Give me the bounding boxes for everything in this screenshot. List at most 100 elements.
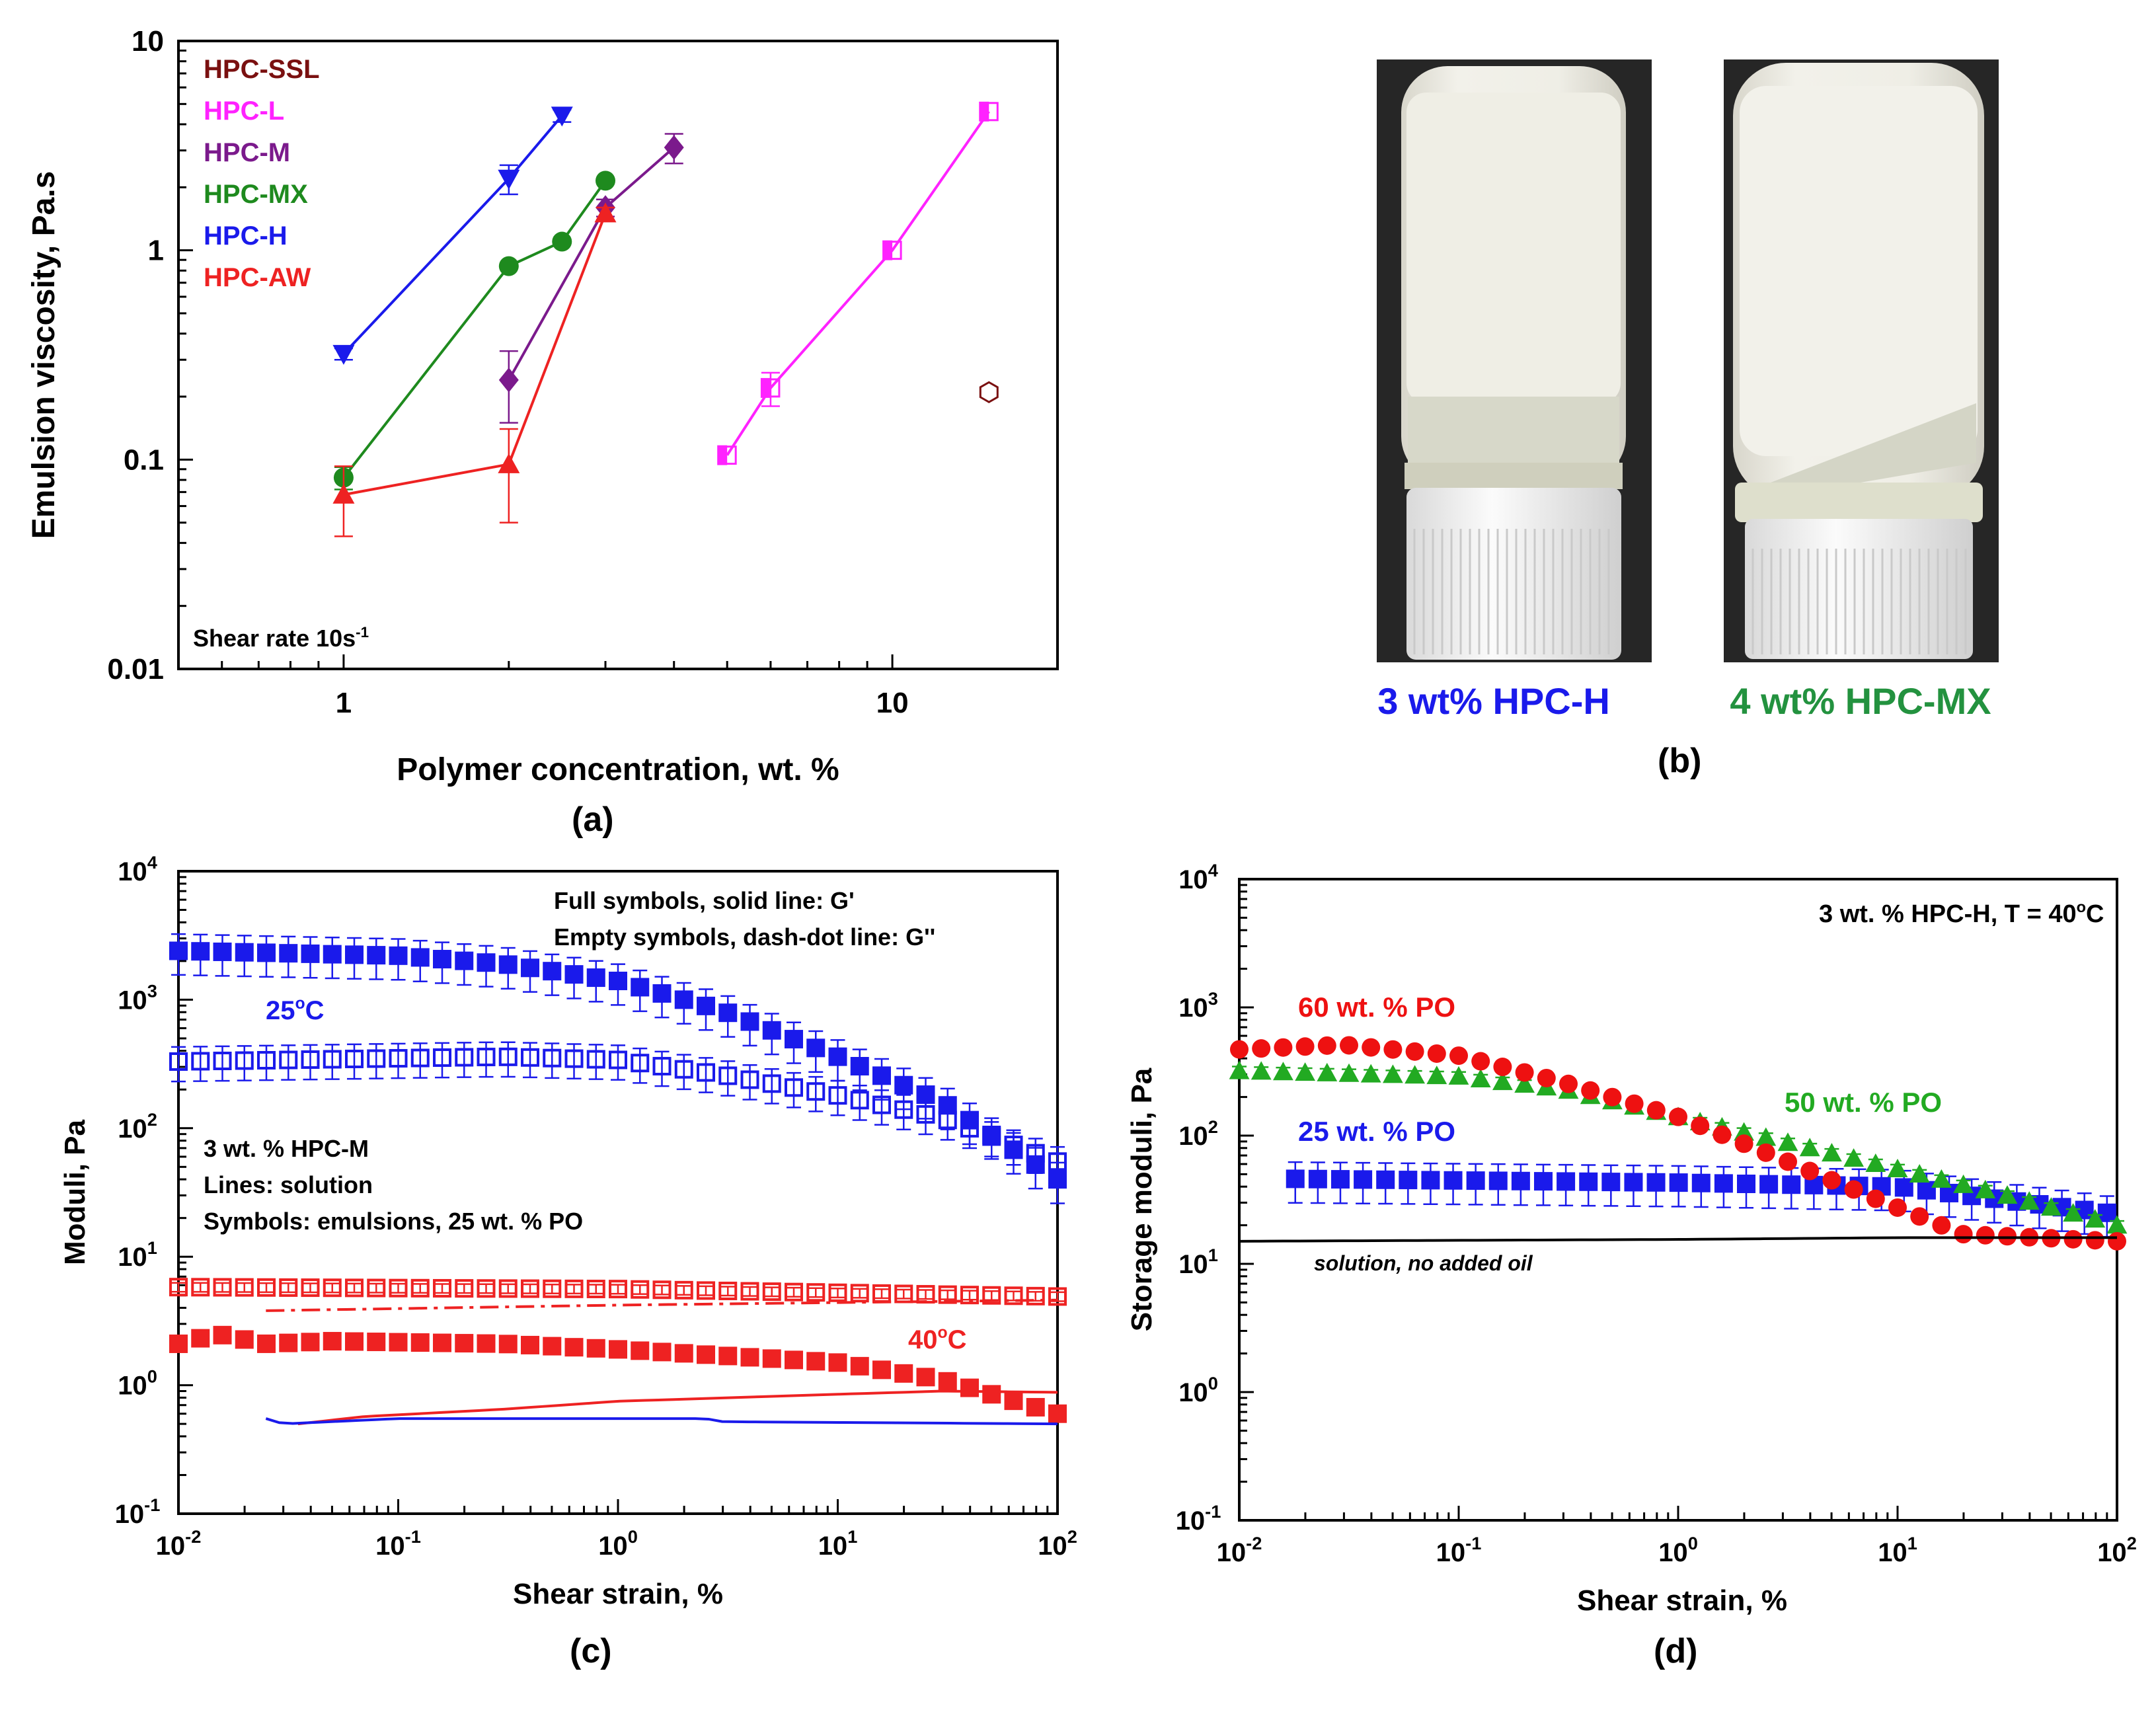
data-point [652,1342,672,1362]
data-point [191,942,210,961]
data-point [1737,1174,1756,1193]
label-solution: solution, no added oil [1314,1251,1533,1275]
data-point [1295,1037,1315,1056]
data-point [1376,1170,1395,1189]
data-point [1557,1172,1576,1191]
data-point [1493,1058,1512,1077]
data-point [850,1091,869,1110]
error-bar [742,1286,757,1297]
data-point [1026,1397,1045,1417]
error-bar [764,1068,779,1105]
data-point [631,1341,650,1360]
error-bar [171,1282,186,1293]
data-point [1976,1226,1995,1245]
data-point [1360,1064,1381,1083]
data-point [631,978,650,997]
error-bar [325,1282,340,1294]
data-point [257,1051,276,1070]
vial-emulsion [1740,86,1978,456]
note-sample: 3 wt. % HPC-M [204,1135,369,1162]
data-point [1048,1287,1067,1306]
data-point [1756,1143,1775,1162]
series-g-emulsion-25-c [169,1041,1067,1183]
data-point [762,1349,781,1368]
data-point [762,1074,781,1093]
data-point [1997,1185,2018,1204]
data-point [332,483,355,504]
data-point [697,996,715,1015]
data-point [543,962,562,981]
error-bar [545,1042,560,1079]
data-point [1405,1042,1424,1061]
error-bar [787,1071,801,1109]
data-point [345,945,364,964]
data-point [257,943,276,962]
data-point [872,1066,891,1085]
data-point [1782,1175,1801,1194]
data-point [652,984,672,1003]
error-bar [566,1284,582,1295]
data-point [235,1330,254,1349]
data-point [1448,1066,1469,1085]
data-point [1511,1171,1530,1190]
error-bar [369,1043,384,1079]
error-bar [588,1284,603,1295]
data-point [1625,1094,1644,1113]
data-point [1362,1038,1381,1057]
vial-cap-rim [1735,483,1983,522]
data-point [498,453,520,473]
panel-b: 3 wt% HPC-H 4 wt% HPC-MX (b) [1377,59,1999,780]
series-line [343,213,607,496]
data-point [806,1082,826,1101]
data-point [410,1048,430,1068]
panel-b-letter: (b) [1658,742,1701,780]
data-point [586,1339,605,1358]
data-point [477,1334,496,1353]
series-g-solution-40-c [266,1298,1058,1312]
data-point [564,965,584,984]
legend-hpc-ssl: HPC-SSL [204,55,320,84]
data-point [1286,1169,1305,1188]
data-point [828,1283,847,1302]
label-25-po: 25 wt. % PO [1298,1116,1455,1147]
error-bar [764,1286,779,1298]
series-line [265,1417,1058,1426]
data-point [235,943,254,962]
error-bar [435,1042,449,1079]
legend-hpc-l: HPC-L [204,97,284,126]
x-tick-label: 102 [2097,1533,2137,1567]
data-point [213,1278,232,1297]
data-point [697,1063,715,1082]
data-point [1229,1060,1250,1079]
x-tick-label: 101 [818,1526,858,1561]
data-point [1603,1087,1622,1107]
data-point [433,1333,451,1352]
series-line [297,1389,1058,1426]
panel-c-y-axis-label: Moduli, Pa [59,1119,91,1265]
series-g-emulsion-40-c [169,1325,1067,1423]
data-point [191,1329,210,1348]
error-bar [499,428,518,524]
data-point [785,1030,803,1049]
caption-hpc-mx: 4 wt% HPC-MX [1730,680,1991,722]
error-bar [874,1288,889,1300]
caption-hpc-h: 3 wt% HPC-H [1377,680,1610,722]
data-point [1537,1068,1556,1087]
error-bar [633,1047,648,1084]
data-point [1354,1170,1373,1189]
label-25c: 25oC [266,995,325,1025]
legend-hpc-m: HPC-M [204,138,290,167]
data-point [872,1095,891,1114]
data-point [1646,1173,1666,1192]
series-g-solution-40-c [297,1389,1058,1426]
series-hpc-ssl [979,381,999,404]
data-point [1274,1038,1293,1057]
data-point [1515,1063,1534,1082]
data-point [433,1278,451,1298]
error-bar [281,1282,296,1294]
data-point [850,1057,869,1076]
data-point [1954,1225,1973,1244]
data-point [828,1047,847,1066]
panel-a-plot-frame [177,40,1059,670]
error-bar [457,1042,472,1078]
